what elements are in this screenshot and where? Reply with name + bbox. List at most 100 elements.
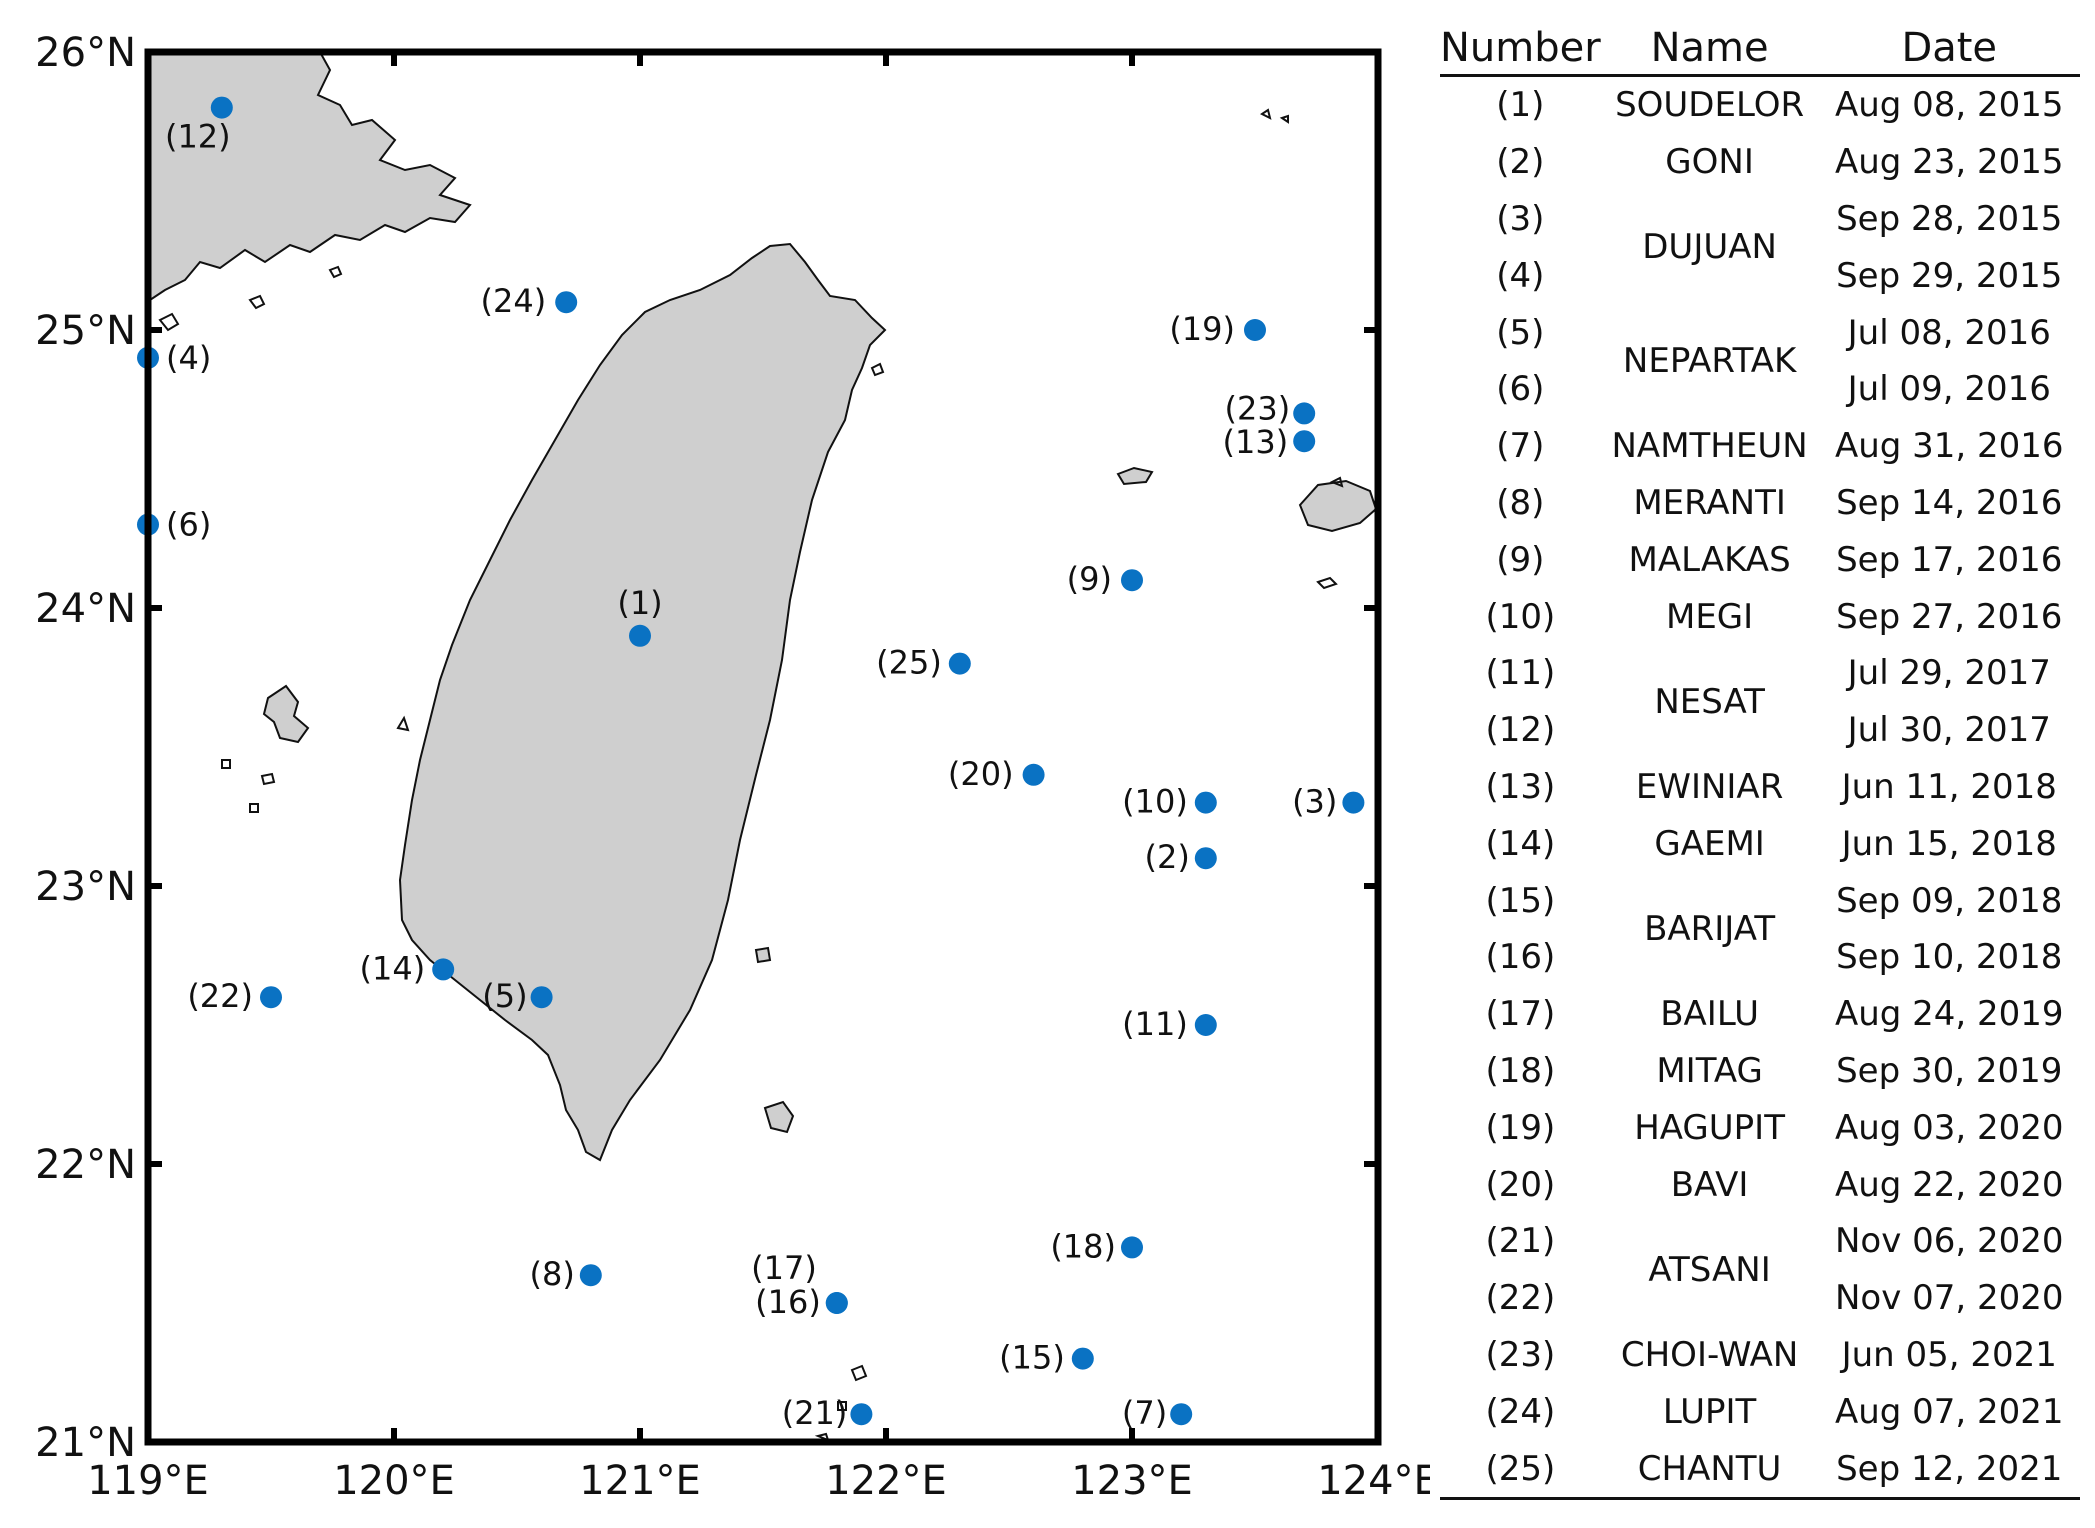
typhoon-point (1121, 569, 1143, 592)
typhoon-point (1293, 402, 1316, 425)
typhoon-point (1194, 847, 1217, 870)
typhoon-point (1170, 1403, 1193, 1426)
typhoon-point-label: (19) (1169, 310, 1235, 348)
row-name: NEPARTAK (1622, 340, 1797, 381)
typhoon-point-label: (14) (360, 949, 426, 987)
row-date: Jun 05, 2021 (1841, 1334, 2057, 1375)
typhoon-table: Number Name Date (1) SOUDELOR Aug 08, 2015… (1440, 22, 2080, 1500)
yaeyama-islet (1260, 108, 1272, 120)
row-name: DUJUAN (1642, 227, 1777, 268)
yonaguni-island (1116, 466, 1154, 486)
y-tick-label: 26°N (35, 30, 136, 76)
row-name: BAILU (1660, 994, 1759, 1035)
typhoon-point-label: (2) (1144, 838, 1189, 876)
row-number: (8) (1496, 482, 1545, 523)
green-island (754, 946, 772, 964)
y-tick-label: 21°N (35, 1420, 136, 1466)
table-body: (1) SOUDELOR Aug 08, 2015 (2) GONI Aug 23, 20… (1440, 76, 2080, 1500)
typhoon-point-label: (20) (948, 755, 1014, 793)
row-name: MITAG (1656, 1050, 1763, 1091)
row-date: Sep 27, 2016 (1836, 596, 2063, 637)
row-number: (12) (1485, 710, 1556, 751)
row-date: Sep 14, 2016 (1836, 482, 2063, 523)
southern-islet (850, 1364, 868, 1382)
typhoon-point-label: (17) (751, 1249, 817, 1287)
table-header-row: Number Name Date (1440, 22, 2080, 77)
x-tick-label: 124°E (1317, 1458, 1430, 1504)
table-row: (17) BAILU Aug 24, 2019 (1440, 986, 2080, 1043)
typhoon-point-label: (13) (1223, 423, 1289, 461)
typhoon-point-label: (9) (1067, 560, 1112, 598)
row-name: ATSANI (1648, 1249, 1771, 1290)
typhoon-point-label: (10) (1122, 783, 1188, 821)
mainland-islet (328, 265, 343, 279)
table-row: (16) Sep 10, 2018 (1440, 929, 2080, 986)
row-number: (23) (1485, 1334, 1556, 1375)
row-name: CHANTU (1600, 1440, 1819, 1500)
row-date: Aug 31, 2016 (1834, 426, 2064, 467)
penghu-islet (221, 759, 231, 769)
penghu-islet (260, 772, 276, 786)
row-name: MERANTI (1633, 482, 1786, 523)
row-number: (14) (1485, 823, 1556, 864)
header-number: Number (1440, 22, 1601, 77)
row-number: (20) (1485, 1164, 1556, 1205)
row-number: (19) (1485, 1107, 1556, 1148)
row-date: Nov 07, 2020 (1834, 1278, 2064, 1319)
typhoon-point-label: (1) (617, 584, 662, 622)
typhoon-point-label: (12) (165, 118, 231, 156)
table-row: (21) ATSANI Nov 06, 2020 (1440, 1213, 2080, 1289)
row-number: (2) (1496, 142, 1545, 183)
row-number: (17) (1485, 994, 1556, 1035)
row-number: (24) (1485, 1391, 1556, 1432)
row-name: CHOI-WAN (1620, 1334, 1799, 1375)
row-number: (13) (1485, 766, 1556, 807)
row-date: Aug 24, 2019 (1834, 994, 2064, 1035)
header-date: Date (1818, 22, 2080, 77)
row-date: Sep 12, 2021 (1818, 1440, 2080, 1500)
row-number: (15) (1485, 880, 1556, 921)
row-date: Sep 30, 2019 (1836, 1050, 2063, 1091)
row-number: (18) (1485, 1050, 1556, 1091)
table-row: (3) DUJUAN Sep 28, 2015 (1440, 191, 2080, 267)
guishan-islet (870, 362, 885, 377)
row-date: Sep 09, 2018 (1836, 880, 2063, 921)
southern-islet (814, 1432, 830, 1442)
y-tick-label: 24°N (35, 586, 136, 632)
typhoon-point-label: (7) (1122, 1394, 1167, 1432)
row-name: GONI (1665, 142, 1754, 183)
row-name: EWINIAR (1635, 766, 1784, 807)
row-date: Aug 07, 2021 (1834, 1391, 2064, 1432)
row-number: (22) (1485, 1278, 1556, 1319)
row-date: Nov 06, 2020 (1834, 1221, 2064, 1262)
map: 119°E 120°E 121°E 122°E 123°E 124°E 21°N 22°N 23… (35, 30, 1430, 1504)
typhoon-point (555, 291, 578, 314)
table-row: (5) NEPARTAK Jul 08, 2016 (1440, 304, 2080, 381)
row-number: (5) (1496, 312, 1545, 353)
table-row: (11) NESAT Jul 29, 2017 (1440, 645, 2080, 721)
row-name: BAVI (1670, 1164, 1749, 1205)
row-date: Jul 09, 2016 (1847, 369, 2051, 410)
typhoon-point (629, 624, 651, 647)
typhoon-point-label: (21) (782, 1394, 848, 1432)
typhoon-point-label: (24) (481, 282, 547, 320)
yaeyama-islet (1329, 476, 1344, 488)
row-name: SOUDELOR (1615, 85, 1805, 126)
table-row: (25) CHANTU Sep 12, 2021 (1440, 1440, 2080, 1500)
row-name: MEGI (1665, 596, 1754, 637)
typhoon-point-label: (22) (187, 977, 253, 1015)
typhoon-point (1244, 319, 1266, 341)
typhoon-point-label: (16) (755, 1283, 821, 1321)
table-row: (20) BAVI Aug 22, 2020 (1440, 1156, 2080, 1213)
taiwan-island (398, 242, 887, 1162)
typhoon-point-label: (3) (1292, 783, 1337, 821)
typhoon-point (210, 96, 233, 119)
row-number: (10) (1485, 596, 1556, 637)
row-date: Jul 29, 2017 (1847, 653, 2051, 694)
table-row: (24) LUPIT Aug 07, 2021 (1440, 1383, 2080, 1440)
table-row: (23) CHOI-WAN Jun 05, 2021 (1440, 1327, 2080, 1384)
row-name: NAMTHEUN (1611, 426, 1808, 467)
table-row: (22) Nov 07, 2020 (1440, 1270, 2080, 1327)
mainland-islet (248, 294, 266, 310)
row-name: MALAKAS (1628, 539, 1791, 580)
